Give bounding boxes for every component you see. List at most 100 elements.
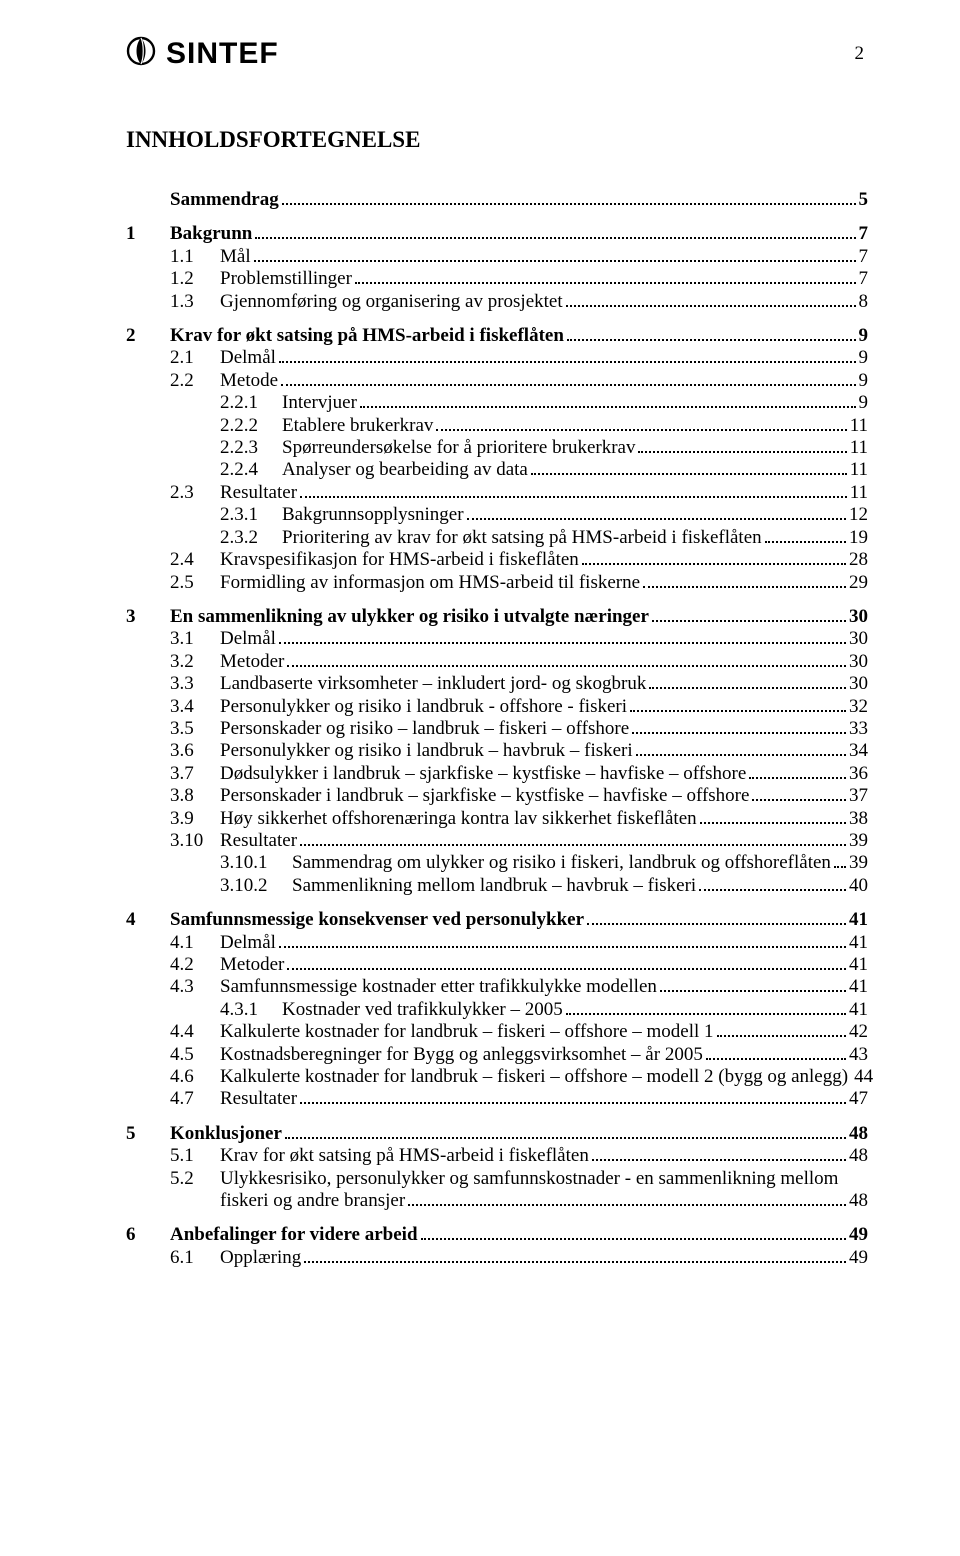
toc-number: 3 bbox=[126, 606, 170, 628]
toc-label: Samfunnsmessige kostnader etter trafikku… bbox=[220, 976, 657, 998]
toc-entry: 4.3Samfunnsmessige kostnader etter trafi… bbox=[126, 976, 868, 998]
toc-label: Kalkulerte kostnader for landbruk – fisk… bbox=[220, 1066, 848, 1088]
toc-entry: 3.10.2Sammenlikning mellom landbruk – ha… bbox=[126, 875, 868, 897]
toc-number: 6 bbox=[126, 1224, 170, 1246]
toc-page: 41 bbox=[849, 932, 868, 954]
toc-entry: 2.2.1Intervjuer9 bbox=[126, 392, 868, 414]
toc-leader bbox=[632, 721, 846, 734]
toc-label: Formidling av informasjon om HMS-arbeid … bbox=[220, 572, 640, 594]
toc-label: Personskader i landbruk – sjarkfiske – k… bbox=[220, 785, 749, 807]
toc-page: 11 bbox=[850, 437, 868, 459]
toc-label: Delmål bbox=[220, 628, 276, 650]
toc-leader bbox=[304, 1249, 846, 1262]
toc-leader bbox=[300, 833, 846, 846]
toc-label: Personulykker og risiko i landbruk - off… bbox=[220, 696, 627, 718]
toc-entry: 3.8Personskader i landbruk – sjarkfiske … bbox=[126, 785, 868, 807]
toc-entry: 2.5Formidling av informasjon om HMS-arbe… bbox=[126, 572, 868, 594]
toc-number: 6.1 bbox=[170, 1247, 220, 1269]
toc-leader bbox=[287, 653, 846, 666]
toc-number: 2.5 bbox=[170, 572, 220, 594]
toc-page: 34 bbox=[849, 740, 868, 762]
toc-entry-continuation: fiskeri og andre bransjer48 bbox=[126, 1190, 868, 1212]
toc-leader bbox=[717, 1024, 846, 1037]
toc-page: 48 bbox=[849, 1123, 868, 1145]
toc-number: 3.10 bbox=[170, 830, 220, 852]
toc-number: 2.2 bbox=[170, 370, 220, 392]
toc-leader bbox=[652, 609, 846, 622]
toc-page: 30 bbox=[849, 651, 868, 673]
toc-label: Høy sikkerhet offshorenæringa kontra lav… bbox=[220, 808, 697, 830]
toc-page: 41 bbox=[849, 954, 868, 976]
toc-entry: 4.7Resultater47 bbox=[126, 1088, 868, 1110]
toc-page: 39 bbox=[849, 852, 868, 874]
toc-label: Personulykker og risiko i landbruk – hav… bbox=[220, 740, 633, 762]
toc-label: Landbaserte virksomheter – inkludert jor… bbox=[220, 673, 646, 695]
toc-label: Delmål bbox=[220, 932, 276, 954]
toc-entry: 5.1Krav for økt satsing på HMS-arbeid i … bbox=[126, 1145, 868, 1167]
toc-label: Bakgrunn bbox=[170, 223, 252, 245]
toc-leader bbox=[752, 788, 846, 801]
toc-label: Spørreundersøkelse for å prioritere bruk… bbox=[282, 437, 635, 459]
toc-leader bbox=[360, 395, 856, 408]
toc-label: Kalkulerte kostnader for landbruk – fisk… bbox=[220, 1021, 714, 1043]
toc-label: Kostnadsberegninger for Bygg og anleggsv… bbox=[220, 1044, 703, 1066]
toc-entry: 3.10Resultater39 bbox=[126, 830, 868, 852]
toc-label: Krav for økt satsing på HMS-arbeid i fis… bbox=[170, 325, 564, 347]
toc-label: Etablere brukerkrav bbox=[282, 415, 433, 437]
toc-entry: 4.6Kalkulerte kostnader for landbruk – f… bbox=[126, 1066, 868, 1088]
toc-entry: 4.5Kostnadsberegninger for Bygg og anleg… bbox=[126, 1044, 868, 1066]
page-number: 2 bbox=[855, 43, 865, 65]
toc-number: 3.5 bbox=[170, 718, 220, 740]
toc-label: Sammendrag bbox=[170, 189, 279, 211]
toc-number: 3.6 bbox=[170, 740, 220, 762]
page-header: SINTEF 2 bbox=[126, 36, 868, 71]
toc-label: Samfunnsmessige konsekvenser ved personu… bbox=[170, 909, 584, 931]
toc-page: 44 bbox=[854, 1066, 873, 1088]
toc-number: 3.10.2 bbox=[220, 875, 292, 897]
toc-number: 2.3.1 bbox=[220, 504, 282, 526]
toc-page: 41 bbox=[849, 976, 868, 998]
toc-number: 2.2.1 bbox=[220, 392, 282, 414]
toc-leader bbox=[254, 248, 856, 261]
toc-leader bbox=[285, 1125, 846, 1138]
toc-label: Problemstillinger bbox=[220, 268, 352, 290]
toc-page: 19 bbox=[849, 527, 868, 549]
toc-leader bbox=[300, 484, 847, 497]
toc-label: Delmål bbox=[220, 347, 276, 369]
toc-page: 30 bbox=[849, 628, 868, 650]
toc-leader bbox=[660, 979, 846, 992]
toc-leader bbox=[355, 271, 856, 284]
toc-entry: 4Samfunnsmessige konsekvenser ved person… bbox=[126, 909, 868, 931]
toc-number: 1.2 bbox=[170, 268, 220, 290]
toc-entry: 5.2Ulykkesrisiko, personulykker og samfu… bbox=[126, 1168, 868, 1190]
toc-page: 9 bbox=[859, 325, 869, 347]
toc-label: Gjennomføring og organisering av prosjek… bbox=[220, 291, 563, 313]
toc-number: 4.4 bbox=[170, 1021, 220, 1043]
toc-leader bbox=[531, 462, 847, 475]
toc-page: 5 bbox=[859, 189, 869, 211]
toc-label: Metoder bbox=[220, 954, 284, 976]
toc-page: 30 bbox=[849, 673, 868, 695]
toc-leader bbox=[436, 417, 846, 430]
toc-page: 38 bbox=[849, 808, 868, 830]
toc-entry: 2.3.2Prioritering av krav for økt satsin… bbox=[126, 527, 868, 549]
toc-page: 33 bbox=[849, 718, 868, 740]
toc-label: Analyser og bearbeiding av data bbox=[282, 459, 528, 481]
toc-number: 2 bbox=[126, 325, 170, 347]
toc-entry: 2.3.1Bakgrunnsopplysninger12 bbox=[126, 504, 868, 526]
toc-number: 4.5 bbox=[170, 1044, 220, 1066]
toc-leader bbox=[567, 328, 856, 341]
toc-page: 11 bbox=[850, 415, 868, 437]
toc-number: 3.1 bbox=[170, 628, 220, 650]
toc-leader bbox=[636, 743, 846, 756]
toc-label: Anbefalinger for videre arbeid bbox=[170, 1224, 418, 1246]
globe-icon bbox=[126, 36, 156, 71]
toc-entry: 3.3Landbaserte virksomheter – inkludert … bbox=[126, 673, 868, 695]
toc-leader bbox=[649, 676, 846, 689]
toc-number: 5.2 bbox=[170, 1168, 220, 1190]
toc-label: Bakgrunnsopplysninger bbox=[282, 504, 464, 526]
toc-label: Intervjuer bbox=[282, 392, 357, 414]
toc-label: Kostnader ved trafikkulykker – 2005 bbox=[282, 999, 563, 1021]
toc-page: 41 bbox=[849, 909, 868, 931]
toc-number: 3.10.1 bbox=[220, 852, 292, 874]
